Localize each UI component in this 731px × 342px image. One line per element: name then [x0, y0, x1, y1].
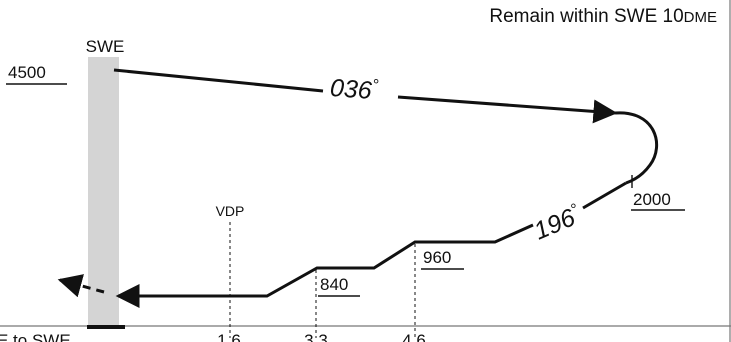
outbound-course-degree: ° [371, 77, 379, 94]
header-note-main: Remain within SWE 10 [489, 6, 683, 27]
outbound-leg-part1 [113, 68, 324, 93]
continuation-dashed [57, 274, 105, 298]
header-note-suffix: DME [684, 9, 717, 26]
procedure-turn [614, 111, 659, 185]
inbound-descent-path [115, 223, 534, 308]
outbound-leg-part2 [397, 95, 618, 124]
procedure-turn-altitude: 2000 [633, 190, 671, 209]
distance-tick-3: 4.6 [402, 331, 426, 342]
facility-label: SWE [86, 37, 125, 56]
distance-row-label: E to SWE [0, 331, 71, 342]
runway-bar [88, 57, 119, 326]
vdp-label: VDP [216, 203, 245, 219]
outbound-course-value: 036 [329, 74, 373, 105]
distance-tick-1: 1.6 [217, 331, 241, 342]
inbound-course: 196° [530, 201, 586, 246]
step-altitude-840: 840 [320, 275, 348, 294]
distance-tick-2: 3.3 [304, 331, 328, 342]
initial-altitude: 4500 [8, 63, 46, 82]
inbound-leg-upper [582, 181, 627, 210]
outbound-course: 036° [329, 74, 380, 105]
step-altitude-960: 960 [423, 248, 451, 267]
header-note: Remain within SWE 10DME [489, 6, 717, 27]
